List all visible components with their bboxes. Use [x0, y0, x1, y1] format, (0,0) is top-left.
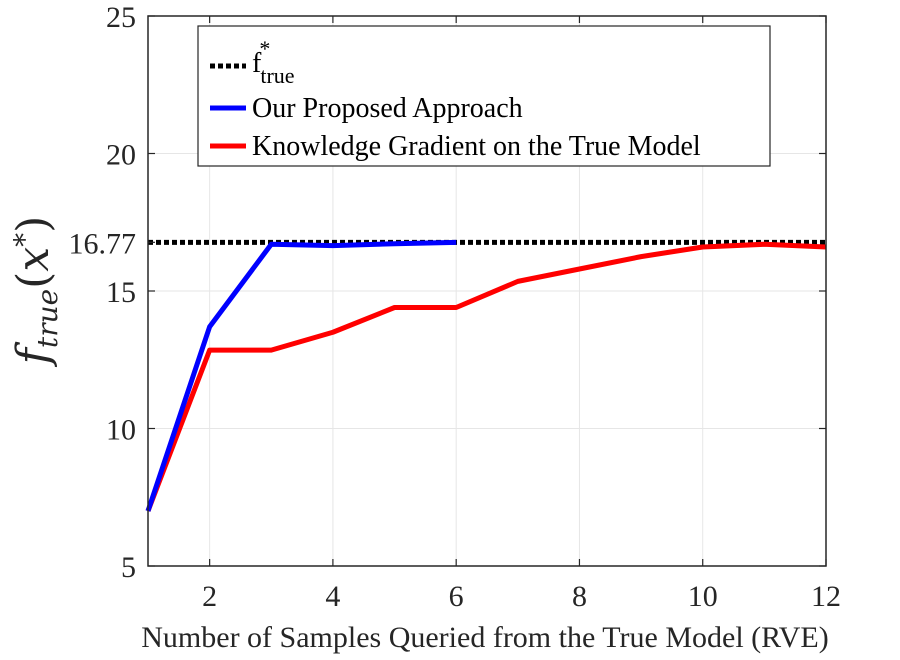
legend-label-knowledge-gradient: Knowledge Gradient on the True Model: [252, 131, 701, 162]
legend: f* true Our Proposed Approach Knowledge G…: [197, 25, 771, 167]
y-axis-label-x: x: [8, 247, 59, 272]
y-tick-label: 15: [106, 276, 136, 309]
legend-ref-sup: *: [259, 36, 270, 61]
series-line-knowledge-gradient: [145, 241, 827, 512]
ticks: [148, 15, 827, 567]
y-tick-label: 25: [106, 1, 136, 34]
y-tick-label: 5: [121, 551, 136, 584]
x-axis-label: Number of Samples Queried from the True …: [141, 621, 828, 654]
series-line-proposed: [145, 239, 457, 512]
x-tick-label: 12: [811, 580, 841, 613]
legend-ref-f: f: [252, 48, 262, 79]
y-tick-label-reference: 16.77: [69, 227, 137, 260]
legend-label-reference: f* true: [252, 36, 295, 88]
x-tick-label: 4: [325, 580, 340, 613]
y-tick-label: 10: [106, 414, 136, 447]
y-tick-labels: 5 10 15 20 25 16.77: [69, 1, 137, 584]
x-tick-label: 8: [572, 580, 587, 613]
x-tick-label: 6: [449, 580, 464, 613]
series-layer: [145, 239, 827, 512]
y-axis-label-open: (: [8, 272, 59, 289]
legend-ref-sub: true: [260, 63, 294, 88]
x-tick-labels: 2 4 6 8 10 12: [202, 580, 841, 613]
x-tick-label: 2: [202, 580, 217, 613]
y-axis-label-close: ): [8, 216, 59, 233]
x-tick-label: 10: [688, 580, 718, 613]
y-axis-label-star: *: [8, 233, 41, 247]
y-axis-label: ftrue(x*): [8, 216, 64, 368]
legend-label-proposed: Our Proposed Approach: [252, 93, 523, 124]
legend-box: [197, 25, 771, 167]
y-tick-label: 20: [106, 139, 136, 172]
y-axis-label-sub: true: [31, 289, 64, 348]
